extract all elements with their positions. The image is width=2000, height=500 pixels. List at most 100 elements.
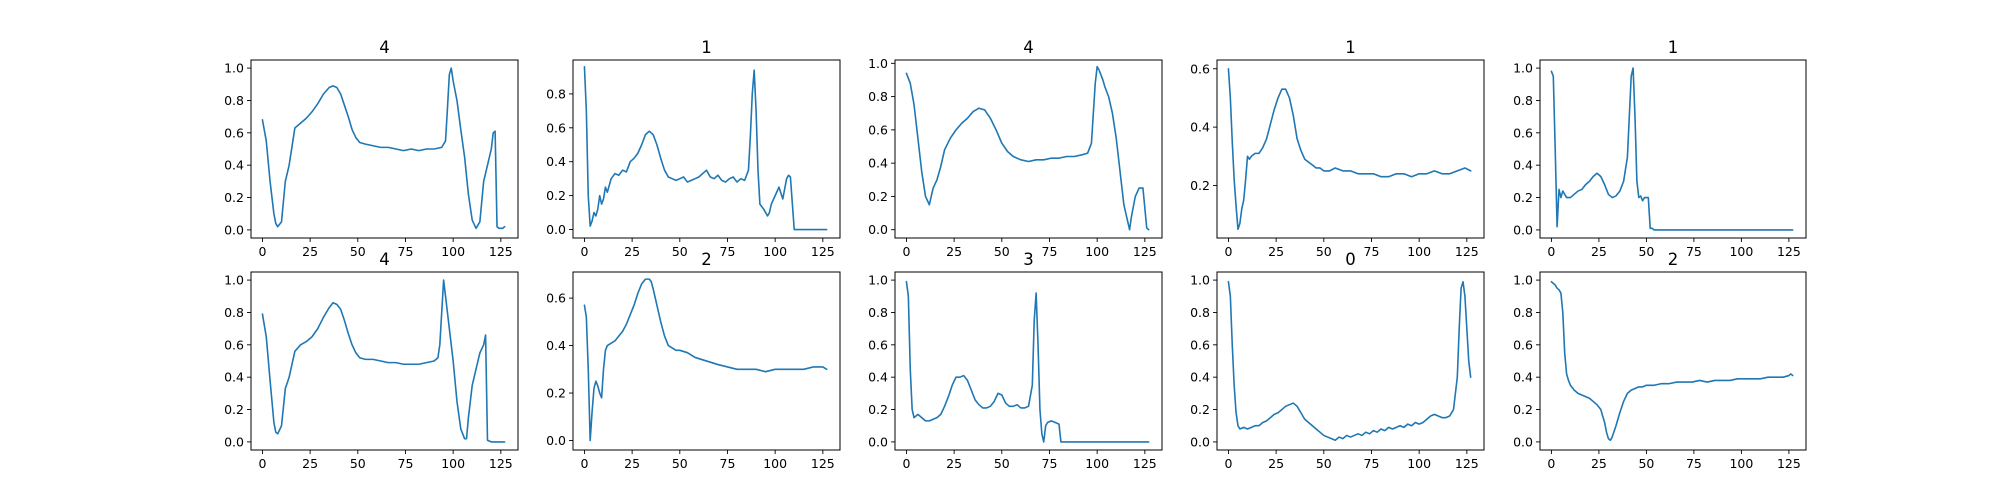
y-tick-label: 1.0 — [224, 273, 244, 288]
y-tick-label: 0.0 — [546, 433, 566, 448]
x-tick-label: 0 — [902, 244, 910, 259]
x-tick-label: 0 — [258, 244, 266, 259]
axes-frame — [572, 59, 841, 239]
y-tick-label: 1.0 — [1513, 61, 1533, 76]
y-tick-label: 0.2 — [868, 189, 888, 204]
x-tick-label: 50 — [672, 456, 688, 471]
y-tick-label: 0.8 — [224, 305, 244, 320]
x-tick-label: 100 — [1729, 456, 1753, 471]
y-tick-label: 0.2 — [868, 402, 888, 417]
x-tick-label: 75 — [720, 456, 736, 471]
y-tick-label: 0.6 — [1513, 337, 1533, 352]
y-tick-label: 0.6 — [546, 291, 566, 306]
y-tick-label: 0.4 — [1513, 370, 1533, 385]
x-tick-label: 25 — [624, 456, 640, 471]
x-tick-label: 25 — [1268, 456, 1284, 471]
y-tick-label: 0.0 — [1513, 222, 1533, 237]
x-tick-label: 125 — [1133, 244, 1157, 259]
x-tick-label: 100 — [1085, 456, 1109, 471]
x-tick-label: 125 — [1777, 456, 1801, 471]
subplot-5: 0 25 50 75 100 125 0.0 0.2 0.4 0.6 0.8 1.0 1 — [1513, 38, 1807, 259]
y-tick-label: 0.0 — [546, 222, 566, 237]
x-tick-label: 75 — [1686, 456, 1702, 471]
subplot-title: 0 — [1345, 250, 1356, 269]
subplot-7: 0 25 50 75 100 125 0.0 0.2 0.4 0.6 2 — [546, 250, 841, 471]
x-tick-label: 0 — [258, 456, 266, 471]
y-tick-label: 0.6 — [868, 337, 888, 352]
x-tick-label: 25 — [624, 244, 640, 259]
series-line-1 — [1227, 67, 1472, 231]
x-tick-label: 0 — [580, 244, 588, 259]
y-tick-label: 0.8 — [224, 93, 244, 108]
x-tick-label: 50 — [1638, 244, 1654, 259]
x-tick-label: 25 — [1268, 244, 1284, 259]
x-tick-label: 75 — [398, 456, 414, 471]
axes-frame — [894, 59, 1163, 239]
x-tick-label: 125 — [1455, 456, 1479, 471]
y-tick-label: 0.4 — [546, 338, 566, 353]
x-tick-label: 125 — [1777, 244, 1801, 259]
x-tick-label: 50 — [1316, 244, 1332, 259]
y-tick-label: 0.4 — [868, 370, 888, 385]
y-tick-label: 0.6 — [224, 125, 244, 140]
y-tick-label: 0.2 — [546, 188, 566, 203]
x-tick-label: 125 — [489, 456, 513, 471]
x-tick-label: 75 — [1042, 456, 1058, 471]
y-tick-label: 0.4 — [1513, 158, 1533, 173]
subplot-title: 3 — [1023, 250, 1034, 269]
y-tick-label: 0.4 — [224, 370, 244, 385]
x-tick-label: 75 — [1364, 456, 1380, 471]
subplot-title: 1 — [1668, 38, 1679, 57]
y-tick-label: 0.0 — [1513, 434, 1533, 449]
x-tick-label: 0 — [1547, 244, 1555, 259]
x-tick-label: 125 — [811, 244, 835, 259]
series-line-1 — [1550, 67, 1794, 231]
subplot-10: 0 25 50 75 100 125 0.0 0.2 0.4 0.6 0.8 1.0 2 — [1513, 250, 1807, 471]
x-tick-label: 100 — [763, 456, 787, 471]
x-tick-label: 125 — [1455, 244, 1479, 259]
x-tick-label: 75 — [1364, 244, 1380, 259]
x-tick-label: 50 — [350, 244, 366, 259]
y-tick-label: 0.8 — [868, 305, 888, 320]
subplot-9: 0 25 50 75 100 125 0.0 0.2 0.4 0.6 0.8 1.0 0 — [1190, 250, 1485, 471]
y-tick-label: 0.2 — [1190, 178, 1210, 193]
x-tick-label: 100 — [1407, 456, 1431, 471]
x-tick-label: 0 — [1547, 456, 1555, 471]
series-line-1 — [905, 65, 1150, 231]
x-tick-label: 100 — [441, 244, 465, 259]
x-tick-label: 50 — [1638, 456, 1654, 471]
subplot-title: 1 — [1345, 38, 1356, 57]
subplot-6: 0 25 50 75 100 125 0.0 0.2 0.4 0.6 0.8 1.0 4 — [224, 250, 519, 471]
axes-frame — [1539, 59, 1807, 239]
axes-frame — [1539, 271, 1807, 451]
y-tick-label: 0.4 — [224, 158, 244, 173]
y-tick-label: 0.0 — [224, 434, 244, 449]
x-tick-label: 125 — [489, 244, 513, 259]
subplot-3: 0 25 50 75 100 125 0.0 0.2 0.4 0.6 0.8 1.0 4 — [868, 38, 1163, 259]
x-tick-label: 0 — [580, 456, 588, 471]
y-tick-label: 1.0 — [224, 61, 244, 76]
y-tick-label: 0.8 — [1513, 93, 1533, 108]
y-tick-label: 0.4 — [868, 156, 888, 171]
x-tick-label: 50 — [994, 244, 1010, 259]
x-tick-label: 50 — [672, 244, 688, 259]
y-tick-label: 0.0 — [224, 222, 244, 237]
y-tick-label: 0.6 — [1190, 61, 1210, 76]
series-line-1 — [583, 278, 828, 442]
series-line-1 — [261, 279, 506, 443]
x-tick-label: 100 — [441, 456, 465, 471]
y-tick-label: 0.2 — [224, 190, 244, 205]
y-tick-label: 0.8 — [1190, 305, 1210, 320]
x-tick-label: 0 — [902, 456, 910, 471]
x-tick-label: 75 — [398, 244, 414, 259]
x-tick-label: 25 — [946, 456, 962, 471]
subplot-title: 2 — [701, 250, 712, 269]
axes-frame — [894, 271, 1163, 451]
y-tick-label: 0.6 — [224, 337, 244, 352]
axes-frame — [250, 59, 519, 239]
y-tick-label: 1.0 — [868, 56, 888, 71]
y-tick-label: 0.0 — [1190, 434, 1210, 449]
series-line-1 — [905, 280, 1150, 443]
axes-frame — [1216, 271, 1485, 451]
subplot-title: 4 — [379, 38, 390, 57]
